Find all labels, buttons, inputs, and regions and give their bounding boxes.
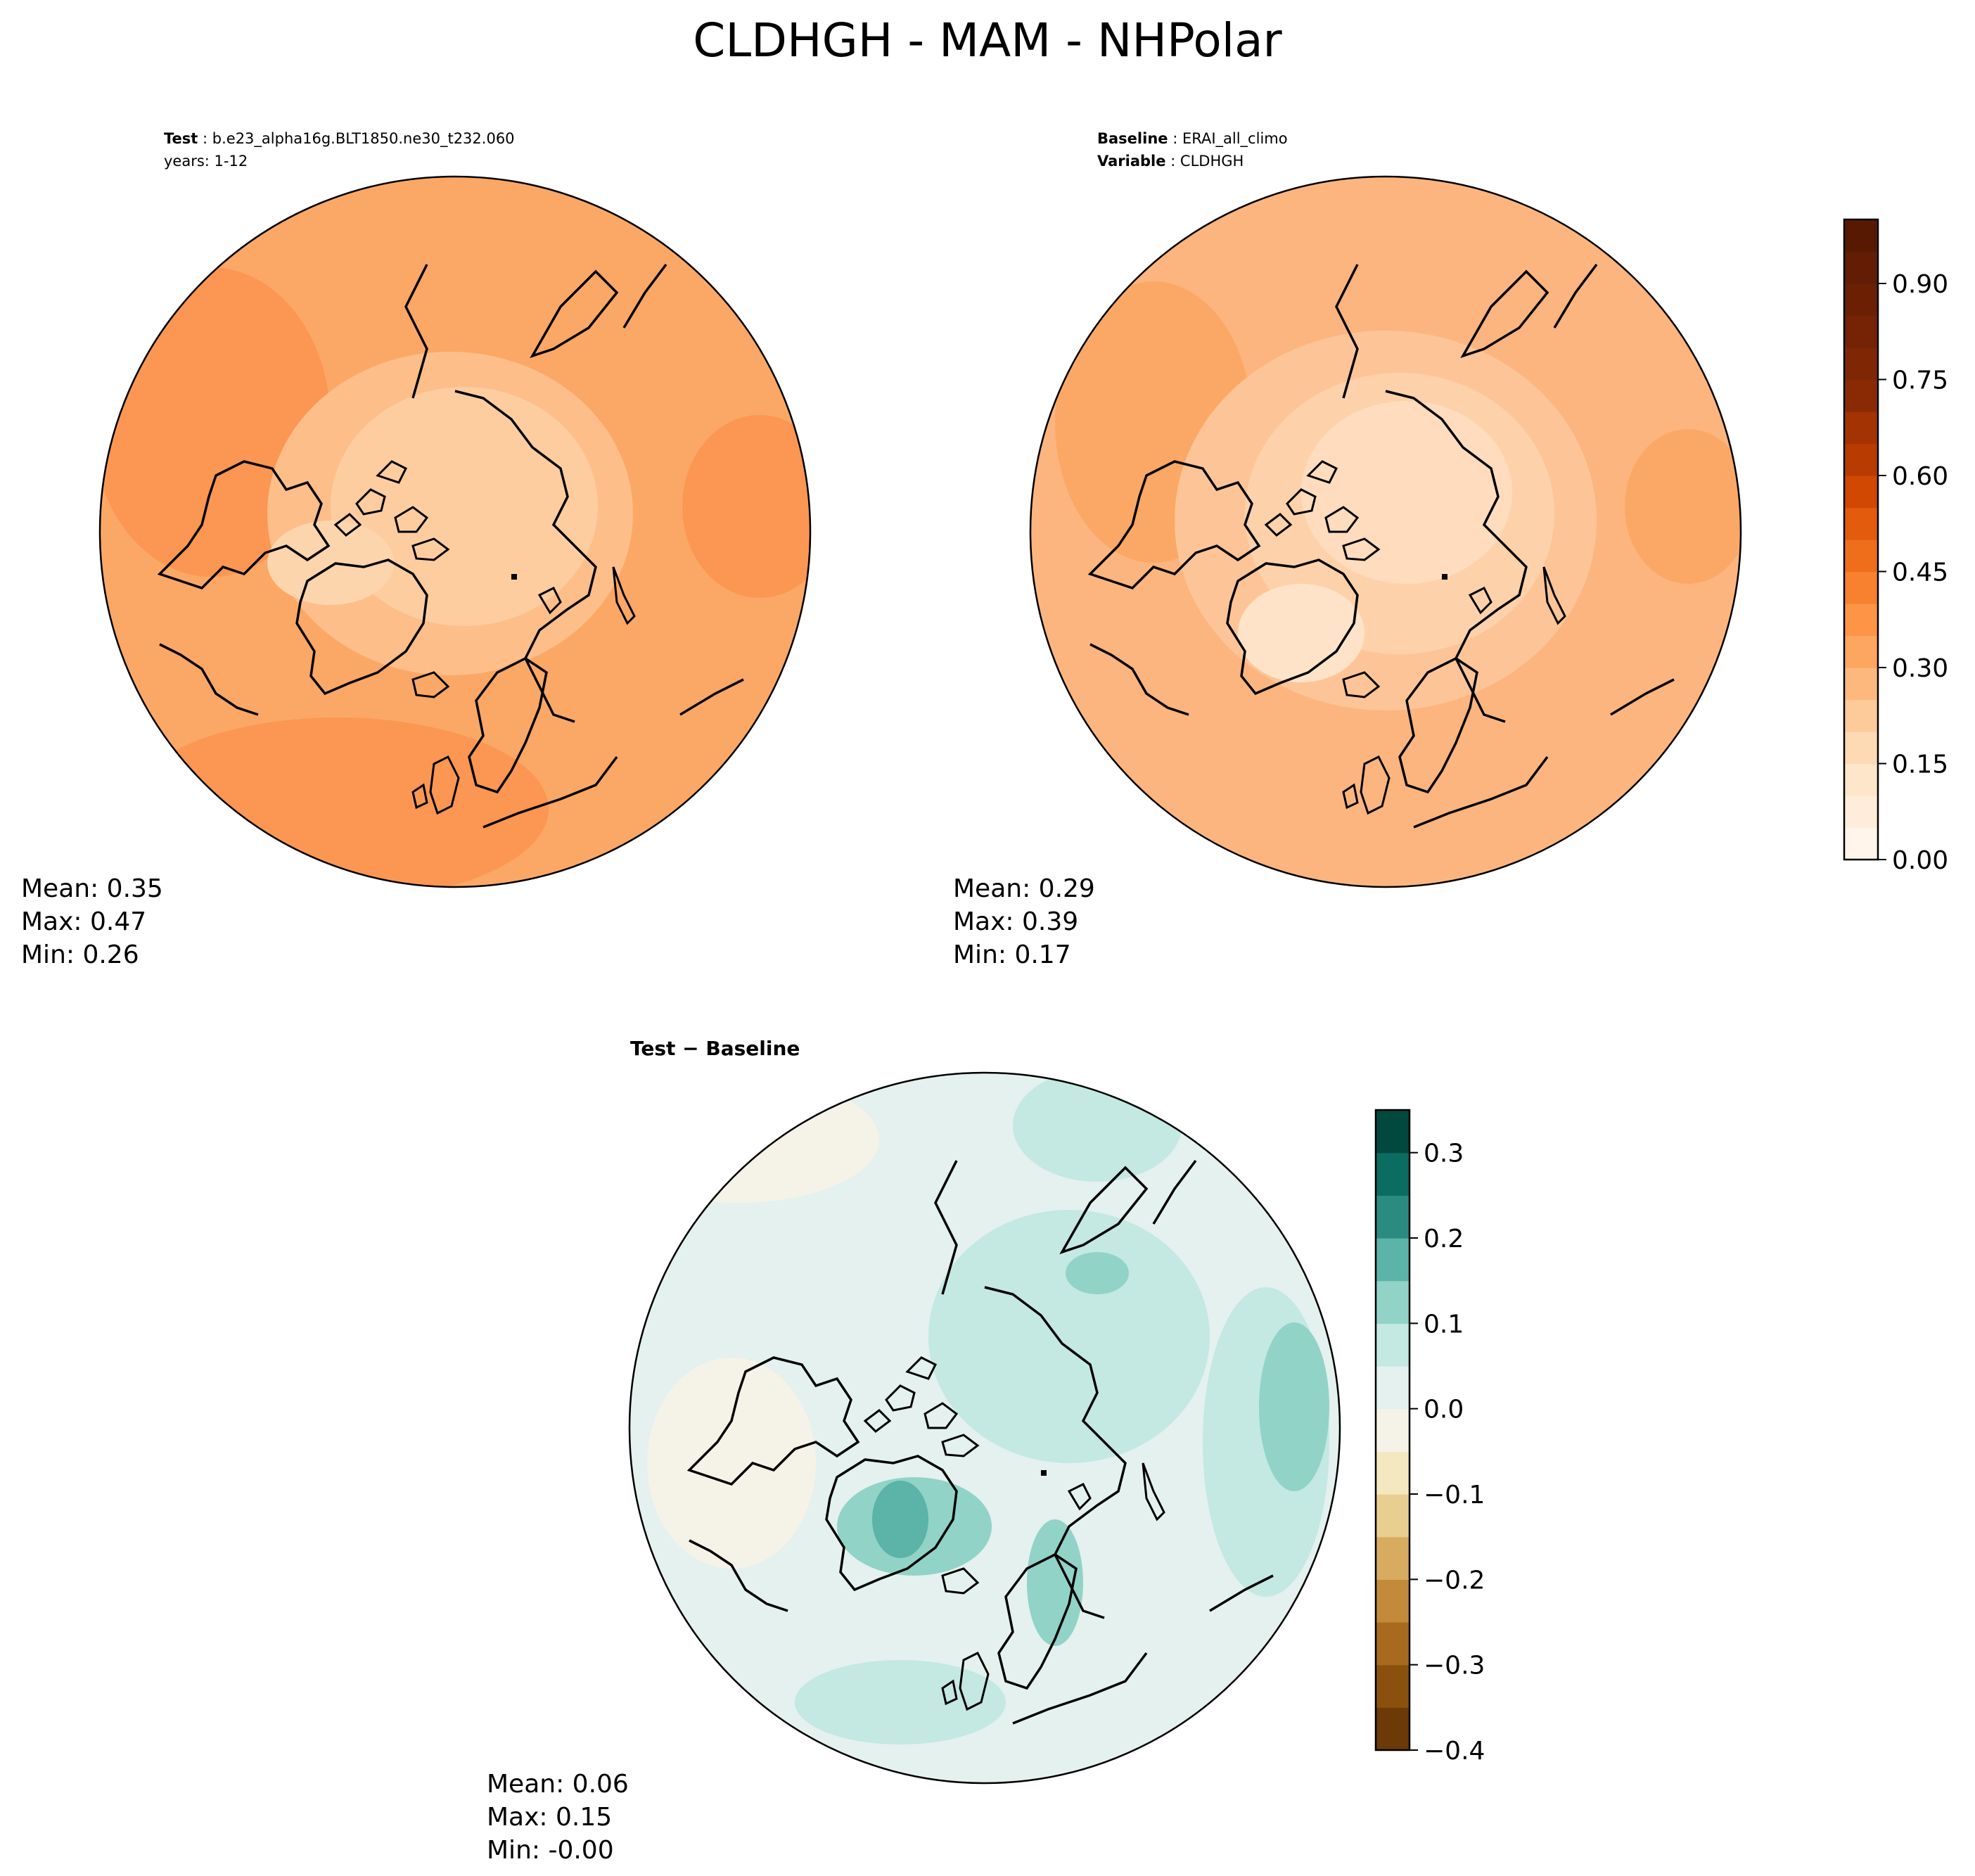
- colorbar-main-tick-label: 0.30: [1892, 654, 1948, 683]
- test-mean: Mean: 0.35: [21, 874, 163, 903]
- colorbar-main-swatch: [1844, 540, 1878, 573]
- test-years: years: 1-12: [164, 153, 248, 170]
- baseline-panel: Baseline : ERAI_all_climo Variable : CLD…: [953, 130, 1742, 969]
- colorbar-diff-swatch: [1376, 1707, 1410, 1751]
- colorbar-diff-tick-label: 0.2: [1424, 1225, 1464, 1253]
- colorbar-diff-swatch: [1376, 1238, 1410, 1282]
- colorbar-main-swatch: [1844, 411, 1878, 445]
- test-panel: Test : b.e23_alpha16g.BLT1850.ne30_t232.…: [21, 130, 812, 969]
- colorbar-diff-tick-label: 0.0: [1424, 1396, 1464, 1424]
- test-max: Max: 0.47: [21, 907, 146, 936]
- colorbar-diff-swatch: [1376, 1110, 1410, 1154]
- colorbar-diff-swatch: [1376, 1579, 1410, 1623]
- colorbar-main-swatch: [1844, 763, 1878, 796]
- colorbar-main-swatch: [1844, 699, 1878, 732]
- colorbar-diff-swatch: [1376, 1280, 1410, 1324]
- colorbar-diff-tick-label: −0.4: [1424, 1737, 1485, 1766]
- colorbar-main-swatch: [1844, 827, 1878, 860]
- colorbar-main-swatch: [1844, 796, 1878, 829]
- test-stats: Mean: 0.35 Max: 0.47 Min: 0.26: [21, 874, 163, 969]
- colorbar-main-swatch: [1844, 251, 1878, 284]
- colorbar-main: 0.00 0.15 0.30 0.45 0.60 0.75 0.90: [1843, 218, 1948, 875]
- test-min: Min: 0.26: [21, 940, 139, 969]
- diff-panel: Test − Baseline Mean: 0.06 Max: 0.15 Min…: [487, 1037, 1341, 1865]
- colorbar-diff-tick-label: −0.1: [1424, 1481, 1485, 1510]
- colorbar-diff-tick-label: 0.3: [1424, 1140, 1464, 1168]
- colorbar-diff-swatch: [1376, 1323, 1410, 1367]
- baseline-min: Min: 0.17: [953, 940, 1071, 969]
- test-label-key: Test: [164, 130, 198, 147]
- test-map-boundary: [98, 175, 812, 888]
- baseline-map: [1030, 177, 1741, 887]
- baseline-stats: Mean: 0.29 Max: 0.39 Min: 0.17: [953, 874, 1095, 969]
- colorbar-main-swatch: [1844, 668, 1878, 701]
- colorbar-main-tick-label: 0.00: [1892, 846, 1948, 875]
- colorbar-main-tick-label: 0.90: [1892, 270, 1948, 299]
- test-map: [100, 177, 810, 887]
- baseline-max: Max: 0.39: [953, 907, 1078, 936]
- colorbar-main-swatch: [1844, 315, 1878, 348]
- colorbar-main-swatches: [1844, 219, 1878, 860]
- baseline-variable-key: Variable: [1097, 153, 1165, 170]
- colorbar-diff-swatch: [1376, 1408, 1410, 1452]
- diff-map: [629, 1073, 1340, 1783]
- diff-map-boundary: [628, 1071, 1341, 1785]
- colorbar-diff-swatch: [1376, 1536, 1410, 1580]
- diff-stats: Mean: 0.06 Max: 0.15 Min: -0.00: [487, 1770, 629, 1865]
- colorbar-main-tick-label: 0.75: [1892, 366, 1948, 395]
- colorbar-diff-ticks: −0.4 −0.3 −0.2 −0.1 0.0 0.1 0.2 0.3: [1410, 1140, 1485, 1766]
- colorbar-main-ticks: 0.00 0.15 0.30 0.45 0.60 0.75 0.90: [1878, 270, 1948, 875]
- diff-min: Min: -0.00: [487, 1836, 614, 1865]
- colorbar-diff-swatch: [1376, 1366, 1410, 1410]
- colorbar-main-swatch: [1844, 379, 1878, 412]
- baseline-variable-value: CLDHGH: [1180, 153, 1244, 170]
- colorbar-diff-tick-label: 0.1: [1424, 1310, 1464, 1339]
- colorbar-main-tick-label: 0.60: [1892, 462, 1948, 491]
- colorbar-diff-tick-label: −0.2: [1424, 1566, 1485, 1595]
- colorbar-diff-swatch: [1376, 1451, 1410, 1495]
- colorbar-diff-swatch: [1376, 1152, 1410, 1196]
- svg-text:Baseline : ERAI_all_climo: Baseline : ERAI_all_climo: [1097, 130, 1288, 148]
- colorbar-main-swatch: [1844, 283, 1878, 317]
- colorbar-main-swatch: [1844, 219, 1878, 253]
- colorbar-main-swatch: [1844, 443, 1878, 476]
- colorbar-diff-tick-label: −0.3: [1424, 1652, 1485, 1680]
- colorbar-main-swatch: [1844, 476, 1878, 509]
- colorbar-diff-swatch: [1376, 1664, 1410, 1708]
- colorbar-main-swatch: [1844, 347, 1878, 381]
- diff-max: Max: 0.15: [487, 1803, 612, 1832]
- test-label-value: b.e23_alpha16g.BLT1850.ne30_t232.060: [212, 130, 515, 148]
- colorbar-main-tick-label: 0.15: [1892, 751, 1948, 779]
- baseline-label-key: Baseline: [1097, 130, 1168, 147]
- figure-title: CLDHGH - MAM - NHPolar: [693, 13, 1282, 68]
- colorbar-main-swatch: [1844, 604, 1878, 637]
- svg-text:Test : b.e23_alpha16g.BLT1850.: Test : b.e23_alpha16g.BLT1850.ne30_t232.…: [164, 130, 515, 148]
- colorbar-main-tick-label: 0.45: [1892, 559, 1948, 587]
- colorbar-main-frame: [1843, 218, 1879, 861]
- baseline-map-boundary: [1029, 175, 1742, 888]
- colorbar-main-swatch: [1844, 635, 1878, 668]
- colorbar-main-swatch: [1844, 507, 1878, 540]
- colorbar-diff-frame: [1374, 1109, 1411, 1751]
- colorbar-diff-swatches: [1376, 1110, 1410, 1751]
- colorbar-diff-swatch: [1376, 1494, 1410, 1538]
- colorbar-diff-swatch: [1376, 1622, 1410, 1666]
- colorbar-diff: −0.4 −0.3 −0.2 −0.1 0.0 0.1 0.2 0.3: [1374, 1109, 1485, 1766]
- colorbar-diff-swatch: [1376, 1195, 1410, 1239]
- svg-text:Variable : CLDHGH: Variable : CLDHGH: [1097, 153, 1244, 170]
- colorbar-main-swatch: [1844, 571, 1878, 604]
- diff-label: Test − Baseline: [630, 1037, 800, 1060]
- colorbar-main-swatch: [1844, 732, 1878, 765]
- baseline-label-value: ERAI_all_climo: [1182, 130, 1288, 148]
- diff-mean: Mean: 0.06: [487, 1770, 629, 1799]
- baseline-mean: Mean: 0.29: [953, 874, 1095, 903]
